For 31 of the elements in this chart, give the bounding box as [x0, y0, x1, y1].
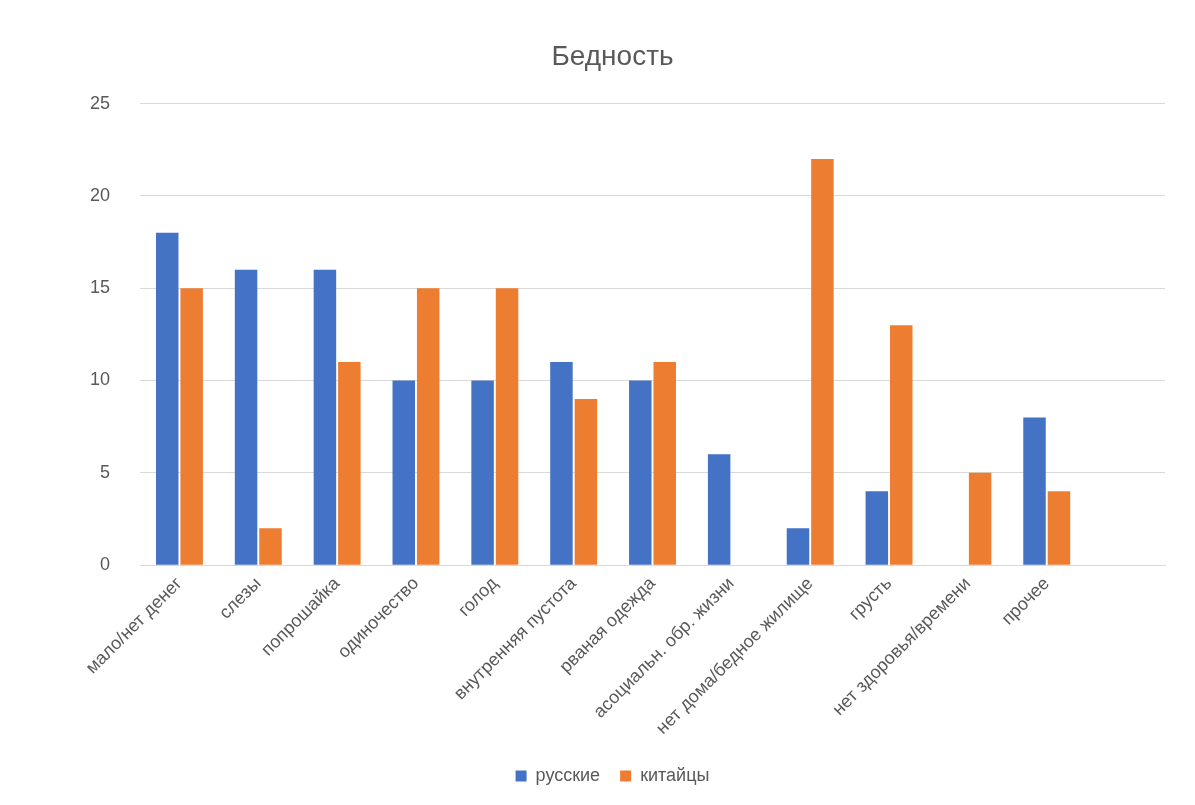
legend-label: русские: [535, 764, 601, 785]
y-tick-label: 0: [100, 554, 111, 575]
y-tick-label: 25: [89, 92, 111, 113]
chart-title: Бедность: [551, 39, 674, 71]
bar: [786, 528, 810, 565]
bar: [471, 380, 494, 565]
bar: [180, 288, 203, 565]
bar: [890, 325, 913, 565]
y-tick-label: 5: [100, 461, 111, 482]
bar: [1047, 491, 1071, 565]
y-tick-label: 10: [89, 369, 111, 390]
bar: [392, 380, 415, 565]
y-tick-label: 20: [89, 184, 111, 205]
bar: [313, 269, 337, 565]
bar: [629, 380, 652, 565]
bar: [416, 288, 440, 565]
legend-label: китайцы: [640, 764, 710, 785]
bar: [653, 362, 676, 565]
bar: [259, 528, 282, 565]
bar: [811, 158, 834, 565]
bar: [550, 362, 573, 565]
bar: [234, 269, 258, 565]
bar: [968, 472, 992, 565]
bar: [707, 454, 731, 565]
bar: [865, 491, 889, 565]
bar: [155, 232, 179, 565]
bar: [1023, 417, 1046, 565]
bar: [495, 288, 519, 565]
bar: [574, 398, 598, 565]
bar: [338, 362, 361, 565]
y-tick-label: 15: [89, 277, 111, 298]
